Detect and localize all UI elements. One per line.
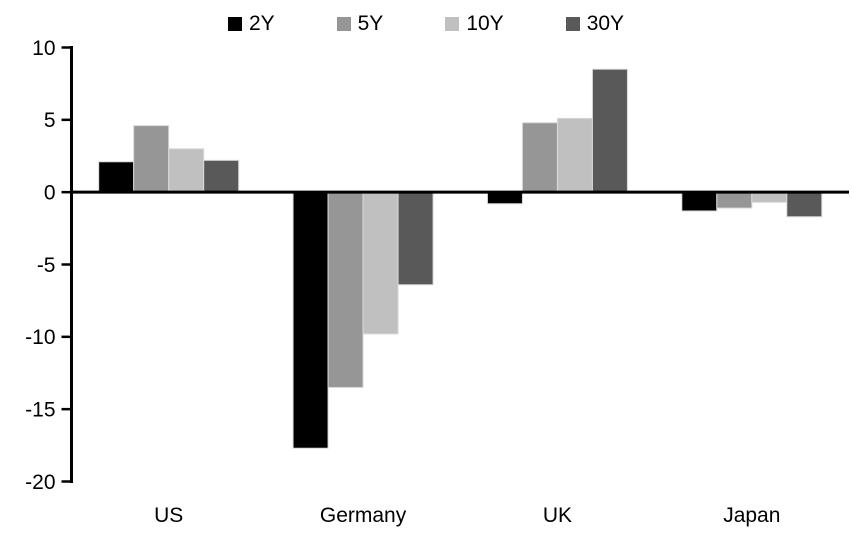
x-axis-category-label: UK bbox=[543, 504, 572, 527]
legend-label: 5Y bbox=[357, 12, 384, 35]
y-axis-tick-label: -20 bbox=[25, 471, 55, 494]
legend-label: 30Y bbox=[586, 12, 625, 35]
legend-item-10y: 10Y bbox=[445, 12, 504, 35]
legend-swatch-2y bbox=[227, 16, 242, 31]
bar-japan-2y bbox=[681, 191, 718, 212]
bar-uk-2y bbox=[486, 191, 523, 205]
bar-uk-5y bbox=[521, 122, 558, 193]
bar-us-2y bbox=[98, 161, 135, 193]
bar-japan-10y bbox=[751, 191, 788, 203]
legend-label: 10Y bbox=[466, 12, 504, 35]
legend-swatch-5y bbox=[336, 16, 351, 31]
y-axis-tick-label: -15 bbox=[25, 399, 55, 422]
legend-item-30y: 30Y bbox=[565, 12, 625, 35]
bar-japan-5y bbox=[716, 191, 753, 209]
y-axis-tick-label: 5 bbox=[44, 109, 56, 132]
x-axis-category-label: US bbox=[154, 504, 183, 527]
x-axis-category-label: Germany bbox=[320, 504, 407, 527]
bar-germany-5y bbox=[327, 191, 364, 388]
bar-uk-30y bbox=[591, 68, 628, 193]
bar-germany-30y bbox=[397, 191, 434, 286]
legend-swatch-30y bbox=[565, 16, 580, 31]
x-axis-category-label: Japan bbox=[723, 504, 780, 527]
chart-legend: 2Y 5Y 10Y 30Y bbox=[0, 13, 852, 34]
y-axis-tick-label: -5 bbox=[37, 254, 56, 277]
legend-swatch-10y bbox=[445, 16, 460, 31]
bar-us-30y bbox=[203, 159, 240, 193]
legend-item-2y: 2Y bbox=[227, 12, 275, 35]
y-axis-tick-label: -10 bbox=[25, 326, 55, 349]
bar-germany-10y bbox=[362, 191, 399, 335]
bar-germany-2y bbox=[292, 191, 329, 449]
bar-us-10y bbox=[168, 148, 205, 193]
bar-japan-30y bbox=[786, 191, 823, 218]
bar-us-5y bbox=[133, 125, 170, 193]
legend-item-5y: 5Y bbox=[336, 12, 384, 35]
y-axis-tick-label: 0 bbox=[44, 182, 56, 205]
bar-uk-10y bbox=[556, 117, 593, 193]
y-axis-tick-label: 10 bbox=[32, 37, 55, 60]
legend-label: 2Y bbox=[248, 12, 275, 35]
